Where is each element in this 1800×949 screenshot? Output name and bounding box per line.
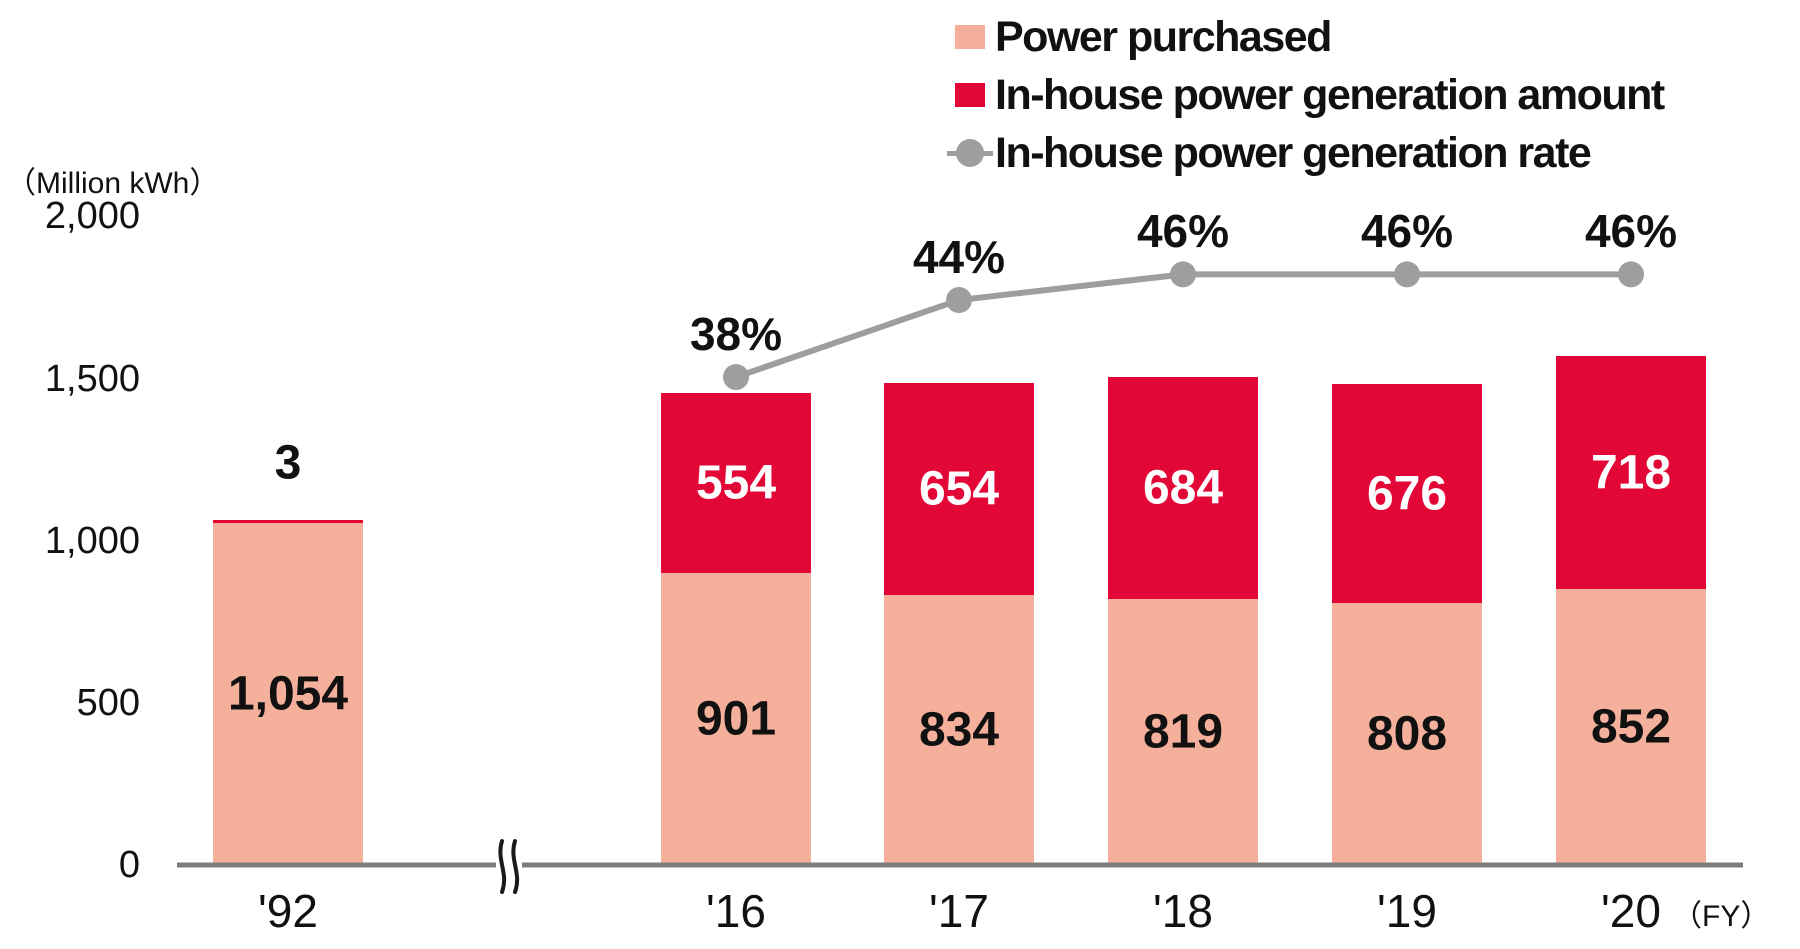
y-tick-label: 1,500 bbox=[44, 357, 140, 400]
rate-percent-label: 44% bbox=[912, 231, 1006, 284]
legend-item-label: In-house power generation amount bbox=[995, 70, 1665, 119]
bar-value-label-purchased: 834 bbox=[918, 703, 1000, 757]
bar-segment-inhouse-generation bbox=[661, 393, 811, 573]
legend-item-inhouse-generation-amount: In-house power generation amount bbox=[955, 66, 1665, 124]
rate-line-dot-icon bbox=[947, 138, 993, 168]
x-tick-label: '20 bbox=[1601, 885, 1661, 937]
rate-percent-label: 38% bbox=[689, 308, 783, 361]
rate-dot bbox=[946, 287, 972, 314]
y-tick-label: 2,000 bbox=[44, 195, 140, 238]
x-tick-label: '19 bbox=[1377, 885, 1437, 937]
bar-value-label-purchased: 901 bbox=[695, 692, 777, 746]
bar-segment-inhouse-generation bbox=[1332, 384, 1482, 603]
rate-line bbox=[735, 271, 1631, 380]
rate-percent-label: 46% bbox=[1360, 205, 1454, 258]
bar-segment-power-purchased bbox=[661, 573, 811, 865]
bar-segment-power-purchased bbox=[1332, 603, 1482, 865]
bar-value-label-purchased: 852 bbox=[1590, 700, 1672, 754]
bar-segment-inhouse-generation bbox=[213, 520, 363, 523]
rate-dot bbox=[1170, 261, 1196, 288]
bar-segment-inhouse-generation bbox=[1108, 377, 1258, 599]
axis-break-icon bbox=[511, 839, 520, 894]
y-axis-unit-label: （Million kWh） bbox=[6, 167, 220, 200]
bar-value-label-purchased: 808 bbox=[1366, 707, 1448, 761]
legend-item-label: Power purchased bbox=[995, 12, 1332, 61]
rate-percent-label: 46% bbox=[1584, 205, 1678, 258]
x-tick-label: '18 bbox=[1153, 885, 1213, 937]
y-tick-label: 1,000 bbox=[44, 519, 140, 562]
bar-value-label-generation: 3 bbox=[274, 436, 302, 490]
rate-dot bbox=[1618, 261, 1644, 288]
fiscal-year-suffix-label: （FY） bbox=[1672, 900, 1771, 933]
bar-segment-inhouse-generation bbox=[884, 383, 1034, 595]
legend: Power purchased In-house power generatio… bbox=[947, 8, 1665, 182]
legend-item-label: In-house power generation rate bbox=[995, 128, 1592, 177]
bar-value-label-purchased: 1,054 bbox=[227, 667, 349, 721]
bar-segment-inhouse-generation bbox=[1556, 356, 1706, 589]
bar-value-label-generation: 718 bbox=[1590, 446, 1672, 499]
bar-value-label-generation: 654 bbox=[918, 462, 1000, 516]
x-tick-label: '92 bbox=[258, 885, 318, 937]
rate-dot bbox=[723, 364, 749, 391]
bar-value-label-generation: 676 bbox=[1366, 467, 1448, 520]
bar-value-label-generation: 554 bbox=[695, 456, 777, 510]
bar-value-label-generation: 684 bbox=[1142, 461, 1224, 515]
bar-segment-power-purchased bbox=[1556, 589, 1706, 865]
axis-break-icon bbox=[498, 839, 507, 894]
legend-item-power-purchased: Power purchased bbox=[955, 8, 1664, 66]
power-purchased-swatch-icon bbox=[955, 25, 985, 49]
rate-percent-label: 46% bbox=[1136, 205, 1230, 258]
x-tick-label: '17 bbox=[929, 885, 989, 937]
y-tick-label: 0 bbox=[118, 844, 140, 886]
bar-segment-power-purchased bbox=[884, 595, 1034, 865]
inhouse-generation-swatch-icon bbox=[955, 83, 985, 107]
rate-dot bbox=[1394, 261, 1420, 288]
bar-value-label-purchased: 819 bbox=[1142, 705, 1224, 759]
x-tick-label: '16 bbox=[706, 885, 766, 937]
legend-item-inhouse-generation-rate: In-house power generation rate bbox=[947, 124, 1664, 182]
bar-segment-power-purchased bbox=[213, 523, 363, 865]
y-tick-label: 500 bbox=[76, 681, 140, 724]
bar-segment-power-purchased bbox=[1108, 599, 1258, 865]
